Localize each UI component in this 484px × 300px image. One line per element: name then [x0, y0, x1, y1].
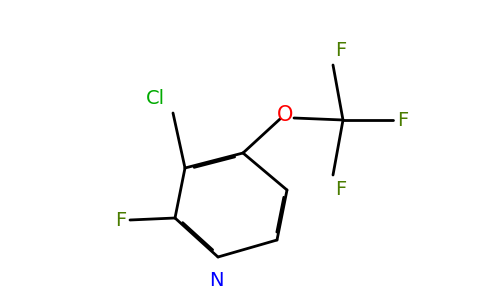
Text: N: N: [209, 271, 223, 290]
Text: F: F: [397, 110, 408, 130]
Text: F: F: [335, 180, 347, 199]
Text: F: F: [335, 41, 347, 60]
Text: F: F: [115, 211, 126, 230]
Text: O: O: [277, 105, 293, 125]
Text: Cl: Cl: [146, 89, 165, 108]
